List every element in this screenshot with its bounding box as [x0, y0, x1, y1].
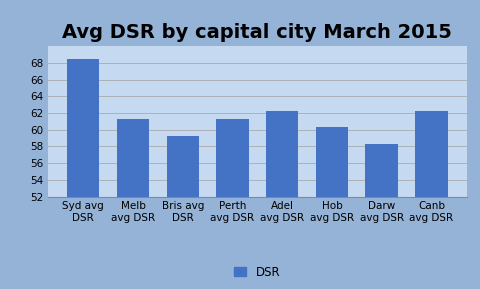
- Bar: [315, 127, 348, 289]
- Bar: [216, 119, 248, 289]
- Bar: [365, 144, 397, 289]
- Bar: [117, 119, 149, 289]
- Legend: DSR: DSR: [229, 261, 285, 284]
- Bar: [166, 136, 199, 289]
- Bar: [265, 110, 298, 289]
- Bar: [67, 59, 99, 289]
- Bar: [414, 110, 446, 289]
- Title: Avg DSR by capital city March 2015: Avg DSR by capital city March 2015: [62, 23, 451, 42]
